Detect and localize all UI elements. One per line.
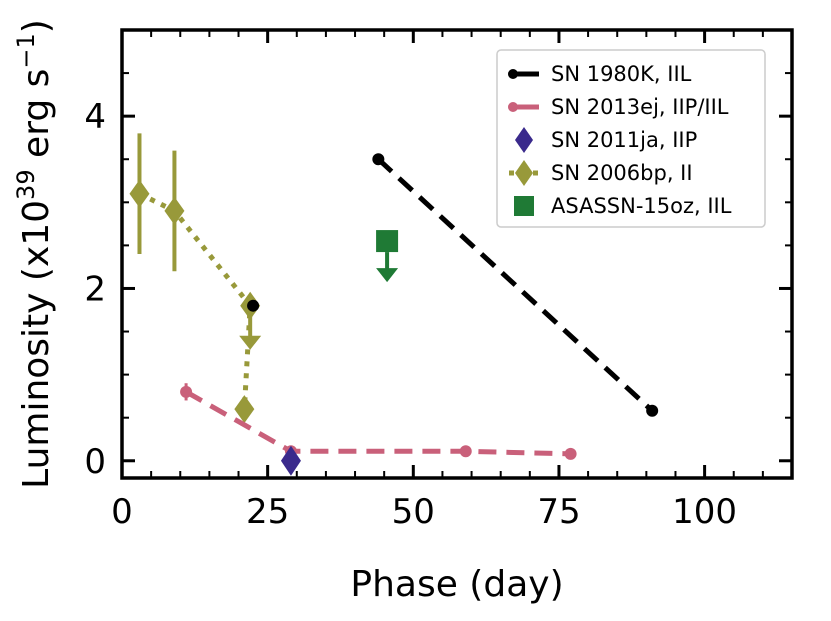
sn2013ej-point (564, 447, 577, 460)
sn2006bp-point (234, 395, 255, 424)
sn2013ej-line (184, 389, 571, 457)
y-axis-label-main: Luminosity (x10 (16, 200, 57, 489)
legend: SN 1980K, IIL SN 2013ej, IIP/IIL SN 2011ja… (496, 49, 766, 228)
legend-label: SN 2013ej, IIP/IIL (551, 95, 729, 119)
sn1980k-line (376, 157, 654, 413)
y-axis-label: Luminosity (x1039 erg s−1) (12, 19, 57, 489)
sn2006bp-point (164, 196, 185, 225)
y-axis-label-unit: erg s (16, 69, 57, 170)
sn2013ej-point (459, 445, 472, 458)
sn1980k-point (372, 153, 385, 166)
legend-marker (515, 127, 533, 153)
x-tick-label: 75 (537, 492, 580, 532)
legend-marker (508, 69, 518, 79)
y-axis-label-unit-exp: −1 (12, 33, 40, 68)
asassn15oz-point (376, 230, 399, 253)
legend-box (496, 49, 766, 228)
sn2011ja-point (280, 445, 301, 476)
legend-label: SN 2011ja, IIP (551, 128, 697, 152)
sn1980k-point (646, 404, 659, 417)
y-axis-label-close: ) (16, 19, 57, 33)
sn2013ej-point (180, 385, 193, 398)
legend-marker (508, 102, 518, 112)
x-tick-label: 50 (392, 492, 435, 532)
x-tick-label: 100 (672, 492, 737, 532)
plot-frame (120, 28, 794, 480)
legend-marker (514, 196, 534, 216)
x-tick-label: 0 (111, 492, 133, 532)
legend-label: SN 2006bp, II (551, 161, 693, 185)
legend-label: SN 1980K, IIL (551, 62, 692, 86)
legend-marker (515, 160, 533, 186)
asassn15oz-upper-limit-arrow-head (376, 268, 399, 283)
y-tick-label: 2 (84, 269, 106, 309)
y-tick-label: 4 (84, 97, 106, 137)
sn2006bp-line (138, 191, 253, 410)
x-axis-label: Phase (day) (350, 564, 563, 605)
sn1980k-extra-point (247, 299, 260, 312)
y-axis-label-exp: 39 (12, 169, 40, 200)
sn2006bp-upper-limit-arrow-head (239, 335, 262, 350)
sn2006bp-point (129, 179, 150, 208)
y-tick-label: 0 (84, 442, 106, 482)
legend-label: ASASSN-15oz, IIL (551, 194, 732, 218)
x-tick-label: 25 (246, 492, 289, 532)
